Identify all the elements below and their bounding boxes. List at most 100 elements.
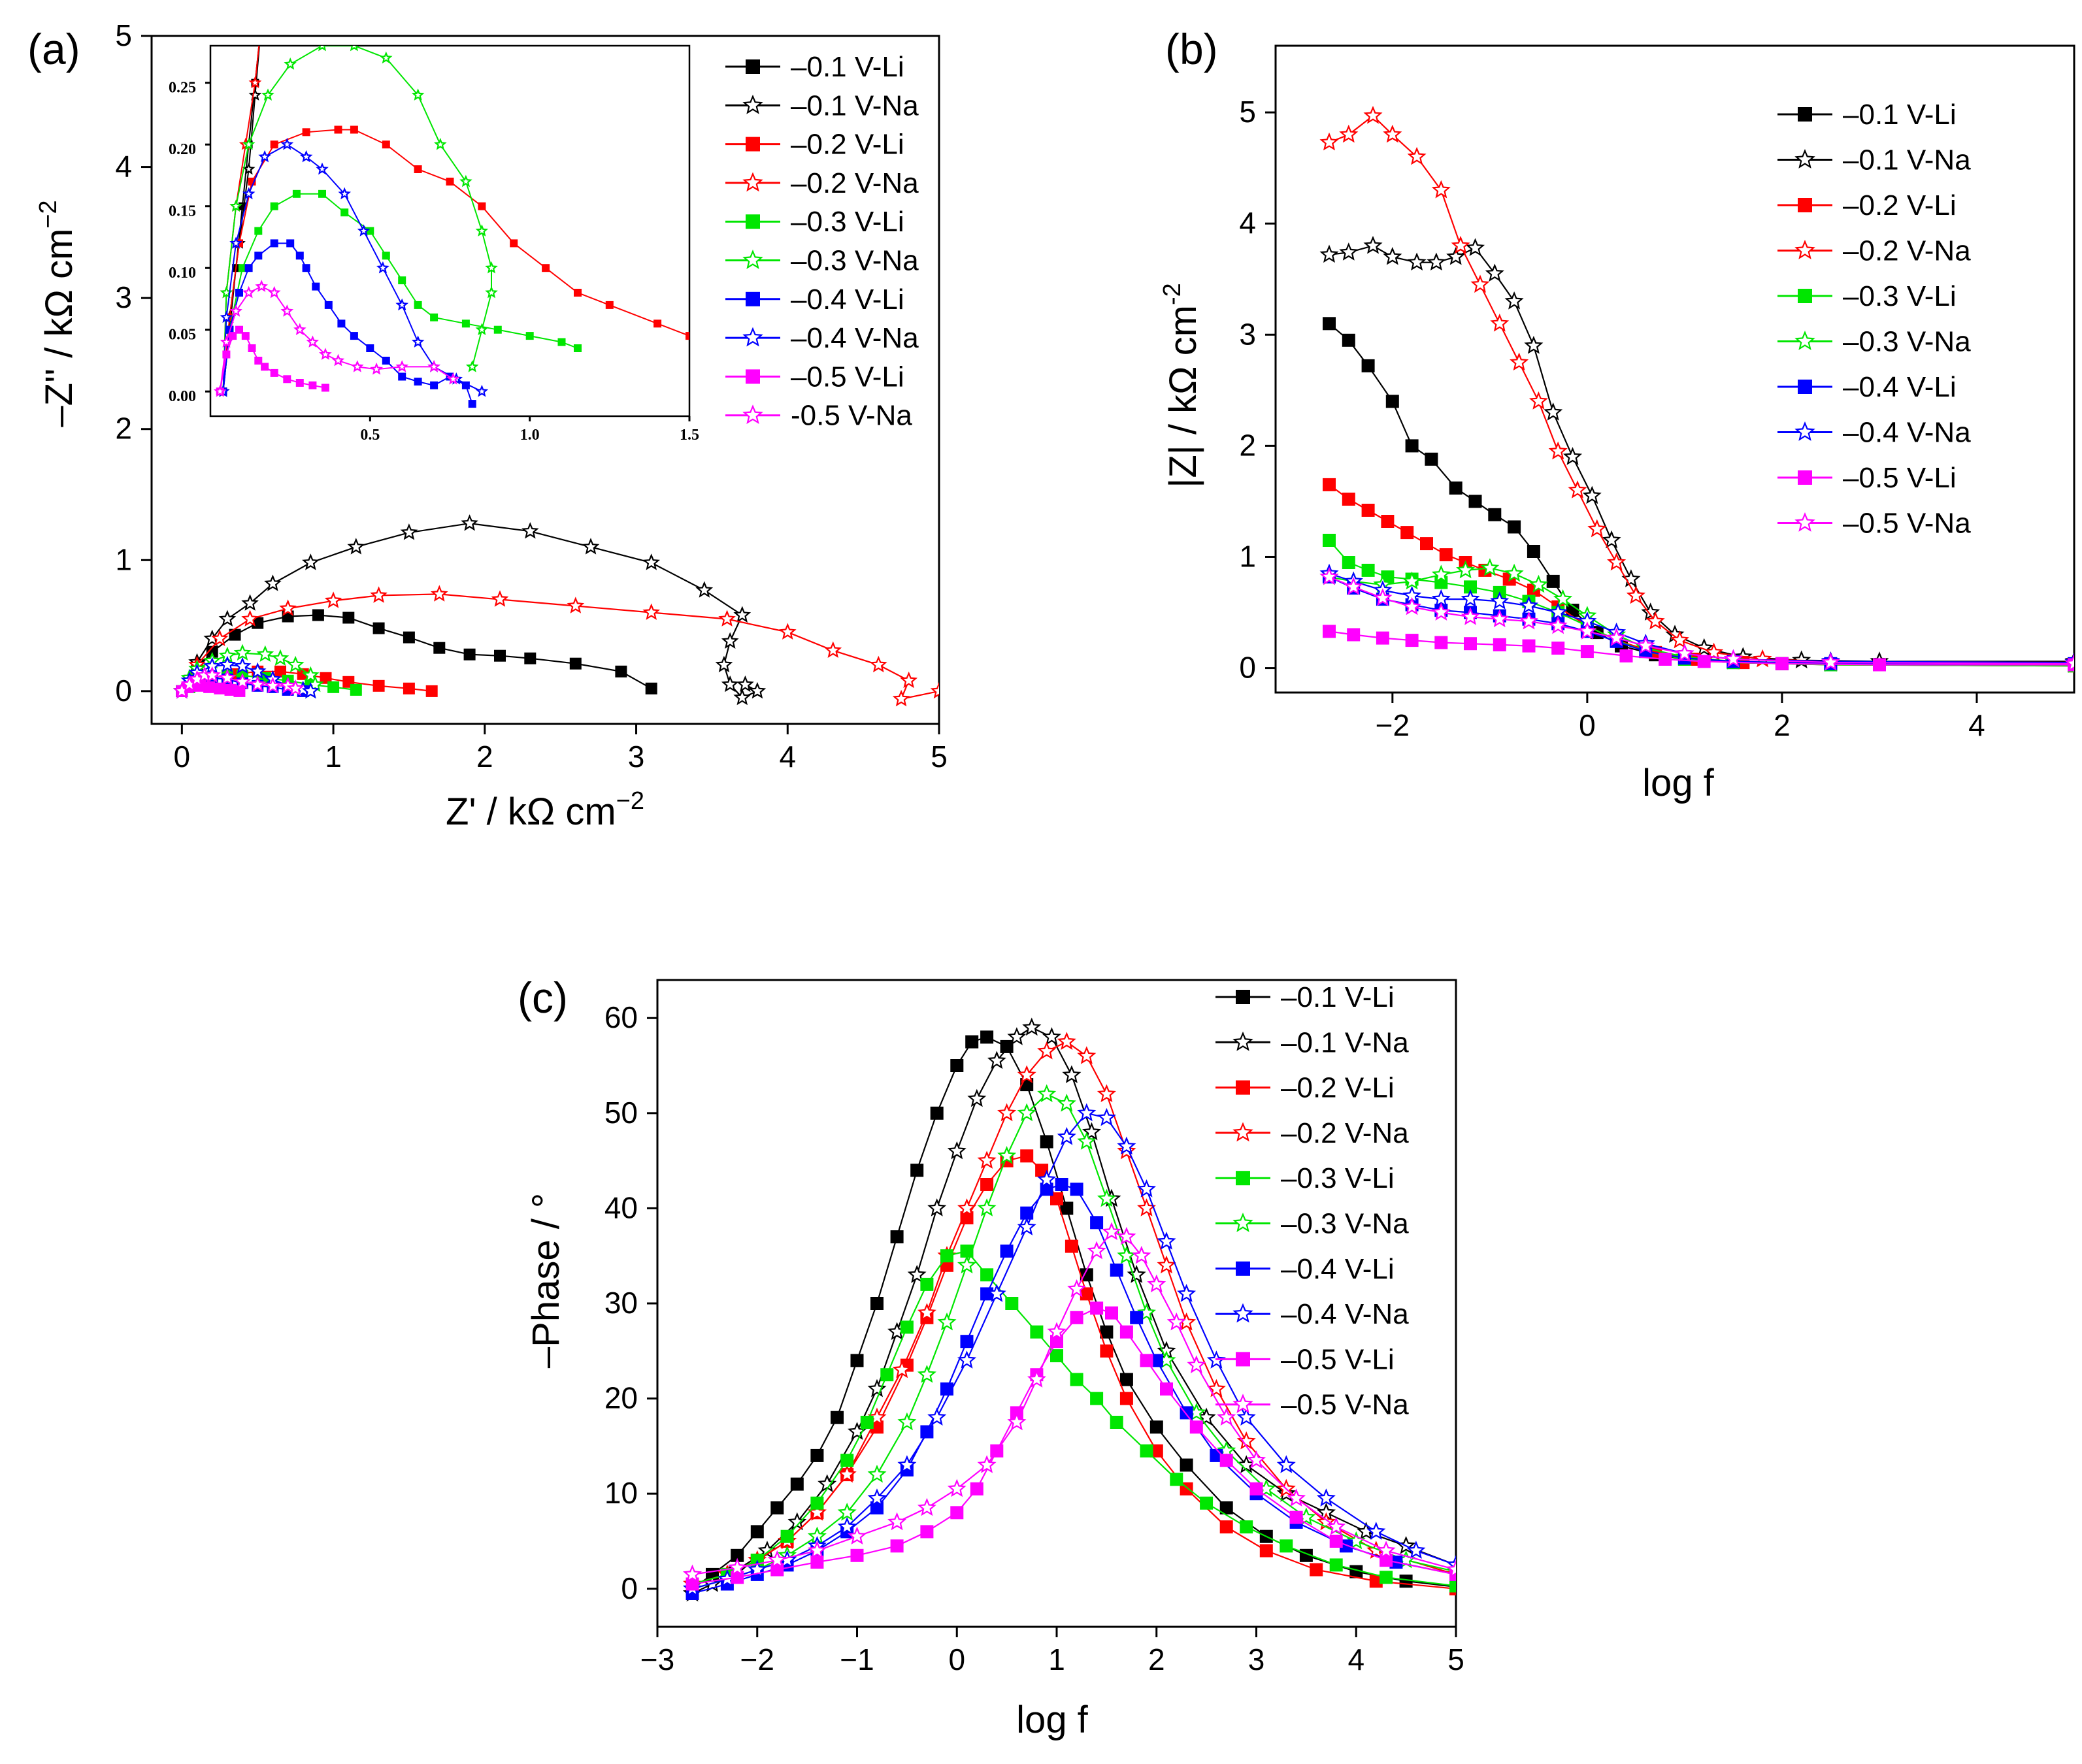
panel-b-point-na02-2 xyxy=(1363,105,1383,124)
panel-c-point-na02-8 xyxy=(917,1303,936,1321)
panel-c-point-li03-16 xyxy=(1070,1373,1083,1386)
panel-c-point-na03-15 xyxy=(1057,1094,1076,1112)
panel-c-line-na03 xyxy=(692,1093,1456,1590)
inset-point-na03-10 xyxy=(434,137,447,150)
panel-a-point-li01-16 xyxy=(615,665,627,678)
panel-c-point-na05-22 xyxy=(1287,1488,1306,1507)
panel-c-point-na04-7 xyxy=(897,1455,917,1473)
panel-a-point-li01-15 xyxy=(569,657,582,670)
panel-c-point-li02-24 xyxy=(1310,1563,1323,1576)
panel-b-point-li02-6 xyxy=(1439,548,1453,562)
inset-point-li02-9 xyxy=(414,165,422,173)
panel-c-point-na02-17 xyxy=(1097,1084,1116,1103)
panel-b-point-na05-5 xyxy=(1461,607,1480,625)
panel-c-point-li05-3 xyxy=(810,1556,824,1569)
panel-b-point-na02-0 xyxy=(1319,132,1339,151)
panel-b-point-na02-1 xyxy=(1339,124,1359,143)
panel-b-point-na02-6 xyxy=(1451,235,1470,254)
inset-point-li02-10 xyxy=(446,177,454,186)
panel-c-point-na05-6 xyxy=(917,1497,936,1516)
panel-a-legend-label-li04: –0.4 V-Li xyxy=(791,284,904,316)
panel-a-legend-marker-na05 xyxy=(742,404,763,425)
panel-b-legend-item-na05: –0.5 V-Na xyxy=(1777,508,1971,540)
panel-a-point-na01-10 xyxy=(521,522,539,539)
panel-c-point-li05-21 xyxy=(1249,1482,1263,1495)
panel-b-legend-item-li02: –0.2 V-Li xyxy=(1777,189,1957,221)
panel-a-point-li01-3 xyxy=(206,645,218,658)
panel-b-legend-item-na03: –0.3 V-Na xyxy=(1777,326,1971,358)
panel-c-point-na03-6 xyxy=(867,1464,887,1483)
panel-a-point-na02-14 xyxy=(869,655,887,673)
panel-b-point-li05-10 xyxy=(1619,649,1633,662)
panel-a-point-na04-5 xyxy=(233,657,252,674)
inset-point-li03-4 xyxy=(270,202,278,210)
panel-a-point-li01-17 xyxy=(645,682,657,694)
panel-b-point-li05-4 xyxy=(1434,636,1448,649)
panel-b-legend-marker-li05 xyxy=(1798,470,1812,485)
panel-a-point-li05-6 xyxy=(224,683,237,696)
panel-a-legend-label-li05: –0.5 V-Li xyxy=(791,361,904,393)
inset-point-li05-2 xyxy=(229,332,237,340)
panel-a-point-na05-7 xyxy=(248,675,267,693)
panel-c-point-li04-20 xyxy=(1149,1354,1163,1367)
panel-c-point-li02-23 xyxy=(1259,1544,1273,1558)
panel-c-point-na01-7 xyxy=(867,1379,887,1397)
panel-a-point-li05-5 xyxy=(214,682,226,694)
panel-c-y-tick-label-3: 30 xyxy=(604,1286,638,1320)
panel-a-point-na04-4 xyxy=(218,655,237,673)
inset-point-li04-17 xyxy=(430,381,438,389)
panel-c-point-na05-17 xyxy=(1147,1274,1166,1293)
panel-b-legend-marker-na01 xyxy=(1794,149,1815,169)
panel-c-point-li01-21 xyxy=(1100,1325,1114,1339)
inset-point-li04-6 xyxy=(286,239,295,248)
panel-a-point-na04-6 xyxy=(248,662,267,679)
panel-b-point-na05-4 xyxy=(1431,602,1451,621)
panel-a-series-na02 xyxy=(173,585,939,707)
panel-b-y-tick-label-3: 3 xyxy=(1239,317,1256,351)
panel-a-point-na01-12 xyxy=(642,553,661,570)
panel-b-legend-marker-li02 xyxy=(1798,198,1812,212)
panel-a-point-li05-7 xyxy=(233,685,246,697)
panel-b-series xyxy=(1319,105,2074,673)
panel-c-legend-item-li03: –0.3 V-Li xyxy=(1215,1162,1395,1194)
inset-point-na05-3 xyxy=(242,286,256,299)
panel-a-x-tick-label-4: 4 xyxy=(779,740,796,774)
inset-point-li04-13 xyxy=(366,344,374,352)
panel-b-point-li05-0 xyxy=(1323,625,1336,638)
panel-a-point-na02-16 xyxy=(892,689,910,707)
inset-point-li04-10 xyxy=(324,301,333,309)
inset-point-na03-7 xyxy=(350,46,358,52)
panel-a-series-na05 xyxy=(173,666,305,699)
panel-b-point-na05-8 xyxy=(1548,615,1568,634)
panel-c-point-li05-18 xyxy=(1160,1382,1173,1396)
panel-c-point-li01-6 xyxy=(810,1448,824,1462)
panel-c-point-li04-16 xyxy=(1070,1183,1083,1196)
inset-point-li03-12 xyxy=(430,313,438,321)
panel-a-legend-label-li02: –0.2 V-Li xyxy=(791,129,904,161)
panel-a-x-axis-title: Z' / kΩ cm−2 xyxy=(446,787,644,833)
panel-a-y-axis-title-exponent: −2 xyxy=(35,200,62,228)
panel-a-legend-item-li01: –0.1 V-Li xyxy=(725,51,904,83)
panel-c-point-na02-12 xyxy=(997,1103,1017,1122)
panel-b-y-tick-label-4: 4 xyxy=(1239,206,1256,240)
panel-c-point-na03-16 xyxy=(1077,1132,1097,1150)
panel-a-x-tick-label-0: 0 xyxy=(174,740,191,774)
panel-a-x-axis-title-exponent: −2 xyxy=(616,787,644,815)
inset-point-li02-8 xyxy=(382,140,390,149)
panel-a-point-na01-9 xyxy=(461,514,478,531)
panel-b-point-li02-0 xyxy=(1323,478,1336,491)
panel-b-point-na02-15 xyxy=(1626,585,1645,604)
panel-b-point-li01-11 xyxy=(1546,574,1560,588)
panel-c-point-li01-15 xyxy=(980,1030,994,1044)
panel-a-y-tick-label-1: 1 xyxy=(115,542,132,576)
panel-c-legend: –0.1 V-Li –0.1 V-Na –0.2 V-Li –0.2 V-Na –0.3… xyxy=(1215,981,1409,1421)
panel-a-point-na01-6 xyxy=(301,553,320,570)
panel-b-point-li05-2 xyxy=(1376,631,1389,645)
inset-x-tick-label-0: 0.5 xyxy=(360,427,380,444)
panel-c-point-li04-13 xyxy=(1020,1206,1034,1220)
panel-b-legend-marker-na04 xyxy=(1794,421,1815,441)
panel-b-point-li03-6 xyxy=(1464,580,1477,594)
inset-line-na04 xyxy=(222,144,482,393)
panel-b-point-na03-7 xyxy=(1504,563,1524,582)
panel-c-point-na03-8 xyxy=(917,1364,936,1383)
